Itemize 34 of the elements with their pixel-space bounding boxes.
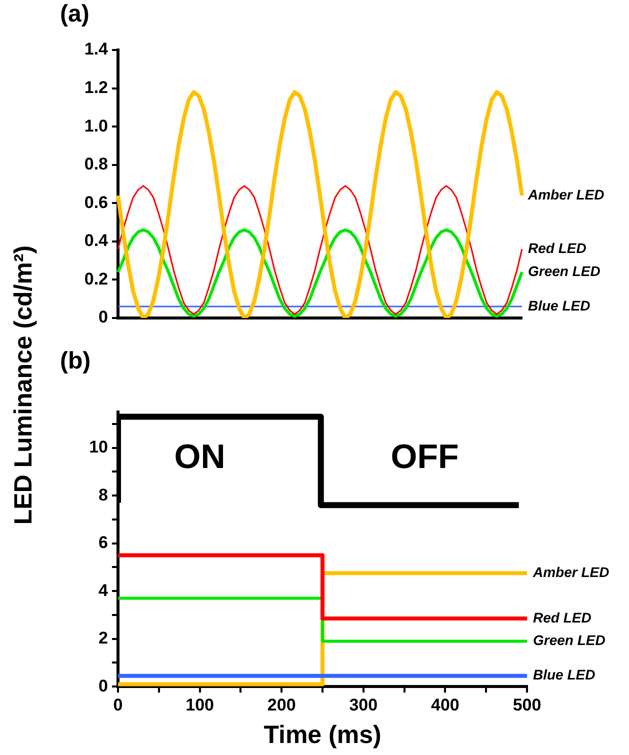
x-tick-label: 200 xyxy=(267,695,296,714)
y-axis-title: LED Luminance (cd/m²) xyxy=(10,245,38,525)
annotation: OFF xyxy=(390,438,459,476)
x-tick-label: 0 xyxy=(113,695,123,714)
series-label: Amber LED xyxy=(527,186,604,202)
y-tick-label: 1.0 xyxy=(84,116,108,136)
x-tick-label: 300 xyxy=(349,695,378,714)
y-tick-label: 8 xyxy=(98,485,108,504)
y-tick-label: 4 xyxy=(98,580,109,600)
series-label: Blue LED xyxy=(528,297,590,314)
series-label: Amber LED xyxy=(532,564,610,580)
y-tick-label: 0 xyxy=(98,676,108,696)
y-tick-label: 2 xyxy=(98,628,108,648)
x-axis-title: Time (ms) xyxy=(264,720,382,749)
y-tick-label: 1.2 xyxy=(84,78,108,97)
y-tick-label: 6 xyxy=(98,533,108,552)
chart-title: (a) xyxy=(60,0,90,28)
y-tick-label: 1.4 xyxy=(84,40,109,59)
series-label: Green LED xyxy=(533,632,606,648)
series-label: Red LED xyxy=(528,240,586,256)
y-tick-label: 0.4 xyxy=(84,231,109,250)
y-tick-label: 10 xyxy=(89,438,108,457)
y-tick-label: 0.8 xyxy=(84,154,108,174)
y-tick-label: 0.2 xyxy=(84,269,108,288)
annotation: ON xyxy=(174,438,226,476)
series-label: Blue LED xyxy=(533,666,596,683)
y-tick-label: 0.6 xyxy=(84,192,108,212)
x-tick-label: 100 xyxy=(186,695,214,714)
series-label: Green LED xyxy=(528,262,600,279)
x-tick-label: 400 xyxy=(431,695,460,714)
x-tick-label: 500 xyxy=(512,695,542,714)
y-tick-label: 0 xyxy=(98,308,108,327)
series-label: Red LED xyxy=(533,609,592,626)
chart-title: (b) xyxy=(60,348,91,375)
